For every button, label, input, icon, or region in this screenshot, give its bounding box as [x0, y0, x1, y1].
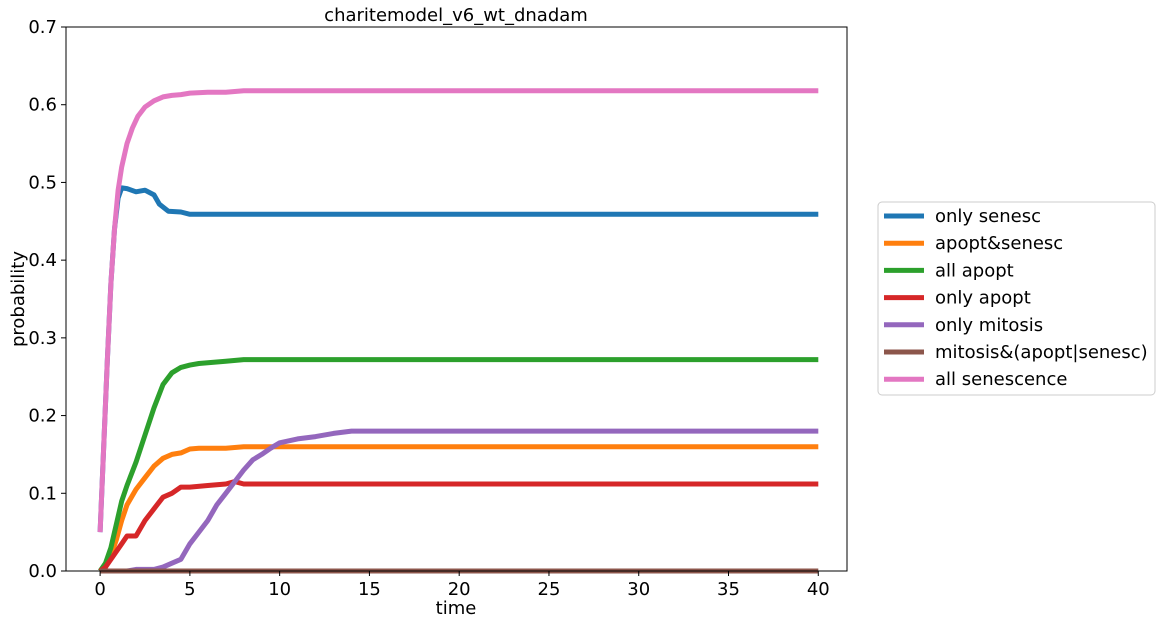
series-line-all-apopt — [98, 357, 819, 573]
x-tick-label: 15 — [358, 579, 381, 600]
y-axis-label: probability — [8, 251, 29, 347]
y-tick-label: 0.5 — [28, 172, 57, 193]
legend-label-all-apopt: all apopt — [935, 260, 1014, 281]
legend-frame — [877, 201, 1156, 396]
x-tick-label: 5 — [184, 579, 195, 600]
legend-label-apopt-senesc: apopt&senesc — [935, 233, 1063, 254]
x-tick-label: 30 — [627, 579, 650, 600]
series-line-only-mitosis — [100, 428, 819, 574]
plot-frame — [65, 26, 848, 572]
y-tick-label: 0.1 — [28, 483, 57, 504]
x-tick-label: 0 — [94, 579, 105, 600]
chart-title: charitemodel_v6_wt_dnadam — [324, 5, 588, 26]
x-axis: 0 5 10 15 20 25 30 35 40 — [94, 571, 830, 600]
plot-background — [66, 27, 847, 571]
x-tick-label: 20 — [448, 579, 471, 600]
y-tick-label: 0.7 — [28, 17, 57, 38]
y-tick-label: 0.0 — [28, 561, 57, 582]
y-axis: 0.0 0.1 0.2 0.3 0.4 0.5 0.6 0.7 — [28, 17, 66, 582]
x-tick-label: 35 — [717, 579, 740, 600]
y-tick-label: 0.3 — [28, 328, 57, 349]
y-tick-label: 0.2 — [28, 406, 57, 427]
legend-label-mitosis-apopt-senesc: mitosis&(apopt|senesc) — [935, 342, 1148, 363]
legend: only senesc apopt&senesc all apopt only apo… — [877, 201, 1156, 396]
x-tick-label: 40 — [807, 579, 830, 600]
legend-label-all-senescence: all senescence — [935, 369, 1067, 390]
legend-label-only-mitosis: only mitosis — [935, 315, 1043, 336]
x-tick-label: 10 — [268, 579, 291, 600]
series-line-all-senescence — [97, 88, 819, 533]
legend-label-only-apopt: only apopt — [935, 288, 1031, 309]
y-tick-label: 0.4 — [28, 250, 57, 271]
x-axis-label: time — [436, 598, 477, 619]
legend-label-only-senesc: only senesc — [935, 206, 1041, 227]
x-tick-label: 25 — [538, 579, 561, 600]
series-line-only-apopt — [98, 479, 819, 574]
y-tick-label: 0.6 — [28, 95, 57, 116]
